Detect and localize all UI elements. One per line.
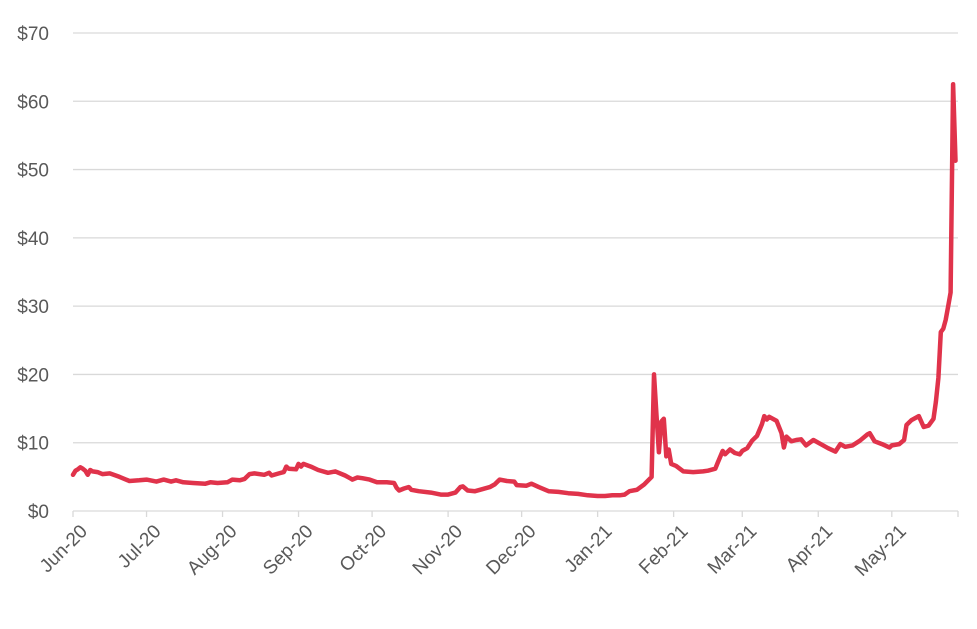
x-tick-label: Jun-20 — [36, 521, 92, 577]
x-tick-label: Jul-20 — [114, 521, 165, 572]
y-tick-label: $60 — [17, 92, 49, 113]
x-tick-label: Feb-21 — [635, 521, 692, 578]
x-tick-label: Jan-21 — [561, 521, 617, 577]
x-tick-label: Apr-21 — [782, 521, 837, 576]
y-tick-label: $20 — [17, 365, 49, 386]
y-tick-label: $0 — [28, 502, 49, 523]
price-series-line — [70, 81, 958, 499]
x-axis: Jun-20 Jul-20 Aug-20 Sep-20 Oct-20 Nov-20 Dec-… — [36, 510, 959, 581]
x-tick-label: May-21 — [851, 521, 911, 581]
x-tick-label: Dec-20 — [482, 521, 540, 579]
x-tick-label: Sep-20 — [259, 521, 317, 579]
x-tick-label: Aug-20 — [183, 521, 241, 579]
x-tick-label: Nov-20 — [409, 521, 467, 579]
series-group — [70, 81, 958, 499]
y-tick-label: $10 — [17, 434, 49, 455]
x-tick-label: Mar-21 — [704, 521, 761, 578]
gridlines — [73, 32, 958, 444]
y-axis-tick-labels: $0 $10 $20 $30 $40 $50 $60 $70 — [17, 24, 49, 523]
y-tick-label: $70 — [17, 24, 49, 45]
y-tick-label: $50 — [17, 161, 49, 182]
y-tick-label: $40 — [17, 229, 49, 250]
y-tick-label: $30 — [17, 297, 49, 318]
x-tick-label: Oct-20 — [336, 521, 391, 576]
